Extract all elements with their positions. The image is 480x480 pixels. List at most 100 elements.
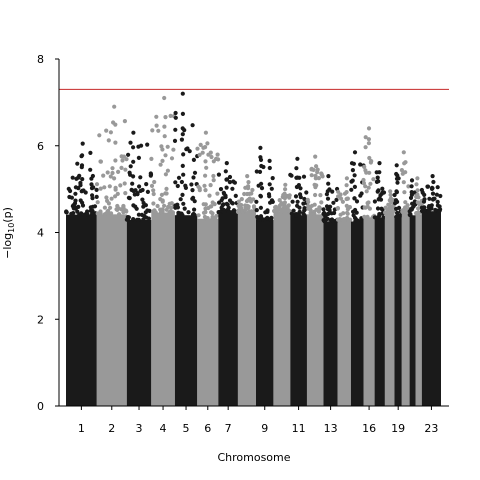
snp-point xyxy=(295,156,300,161)
snp-point xyxy=(173,205,178,210)
snp-point xyxy=(298,195,303,200)
snp-point xyxy=(168,208,173,214)
snp-point xyxy=(321,211,326,216)
snp-point xyxy=(425,184,431,189)
snp-point xyxy=(254,208,259,213)
snp-point xyxy=(209,210,214,215)
snp-point xyxy=(163,153,168,158)
chromosome-1-points xyxy=(64,141,99,406)
snp-point xyxy=(344,203,349,208)
chromosome-9-points xyxy=(254,145,275,406)
snp-point xyxy=(224,161,229,166)
snp-point xyxy=(338,192,343,197)
snp-point xyxy=(435,199,440,204)
snp-point xyxy=(150,209,155,214)
snp-point xyxy=(275,208,280,213)
snp-point xyxy=(202,214,207,219)
snp-point xyxy=(391,209,396,214)
snp-point xyxy=(243,208,248,213)
snp-point xyxy=(138,188,143,193)
snp-point xyxy=(124,157,129,162)
snp-point xyxy=(109,196,114,201)
snp-point xyxy=(338,196,344,201)
snp-point xyxy=(209,154,214,160)
snp-point xyxy=(168,113,173,118)
snp-point xyxy=(344,190,349,195)
snp-point xyxy=(190,212,196,217)
snp-point xyxy=(131,174,136,179)
snp-point xyxy=(116,169,121,174)
snp-point xyxy=(272,208,277,214)
snp-point xyxy=(158,162,163,167)
snp-point xyxy=(352,196,357,201)
snp-point xyxy=(80,200,85,205)
snp-point xyxy=(407,212,412,217)
snp-point xyxy=(181,172,186,177)
snp-point xyxy=(162,203,167,208)
snp-point xyxy=(257,169,263,174)
snp-point xyxy=(88,205,93,210)
chromosome-2-dense-points xyxy=(96,214,127,406)
chromosome-15-dense-points xyxy=(350,221,364,406)
snp-point xyxy=(173,115,178,120)
snp-point xyxy=(313,173,318,178)
snp-point xyxy=(198,142,203,147)
snp-point xyxy=(435,203,440,208)
chromosome-9-dense-points xyxy=(256,219,274,406)
snp-point xyxy=(223,193,228,198)
snp-point xyxy=(314,164,319,169)
snp-point xyxy=(293,194,299,199)
snp-point xyxy=(395,180,400,185)
chromosome-5-points xyxy=(172,91,200,406)
snp-point xyxy=(326,181,331,186)
snp-point xyxy=(223,169,228,174)
snp-point xyxy=(372,199,377,204)
snp-point xyxy=(79,165,84,170)
snp-point xyxy=(409,178,415,183)
snp-point xyxy=(218,187,224,192)
snp-point xyxy=(308,212,313,217)
snp-point xyxy=(422,192,427,197)
chromosome-17-dense-points xyxy=(374,217,385,406)
snp-point xyxy=(352,215,358,220)
snp-point xyxy=(393,198,399,203)
snp-point xyxy=(92,204,98,209)
snp-point xyxy=(363,145,368,150)
snp-point xyxy=(145,208,150,213)
snp-point xyxy=(190,188,195,193)
snp-point xyxy=(270,199,275,204)
chromosome-14-points xyxy=(335,176,353,406)
snp-point xyxy=(406,184,411,189)
snp-point xyxy=(409,190,414,195)
snp-point xyxy=(77,212,82,217)
snp-point xyxy=(340,199,345,204)
snp-point xyxy=(121,206,126,211)
snp-point xyxy=(122,181,127,186)
y-tick-label: 2 xyxy=(37,313,44,326)
snp-point xyxy=(269,186,274,191)
snp-point xyxy=(403,200,408,205)
snp-point xyxy=(277,198,282,203)
snp-point xyxy=(112,104,117,109)
snp-point xyxy=(169,205,174,210)
snp-point xyxy=(380,186,385,191)
snp-point xyxy=(344,176,349,181)
snp-point xyxy=(138,175,143,180)
snp-point xyxy=(189,182,194,187)
snp-point xyxy=(145,142,150,147)
snp-point xyxy=(221,209,226,215)
snp-point xyxy=(416,210,421,215)
snp-point xyxy=(149,156,154,161)
snp-point xyxy=(249,209,254,214)
chromosome-2-points xyxy=(94,104,129,406)
snp-point xyxy=(120,158,125,163)
snp-point xyxy=(258,193,263,198)
snp-point xyxy=(392,192,397,198)
snp-point xyxy=(350,168,355,173)
y-axis-title: −log10(p) xyxy=(1,207,16,259)
snp-point xyxy=(80,188,85,193)
snp-point xyxy=(144,182,149,187)
snp-point xyxy=(252,205,257,210)
snp-point xyxy=(151,188,156,193)
snp-point xyxy=(387,203,392,208)
